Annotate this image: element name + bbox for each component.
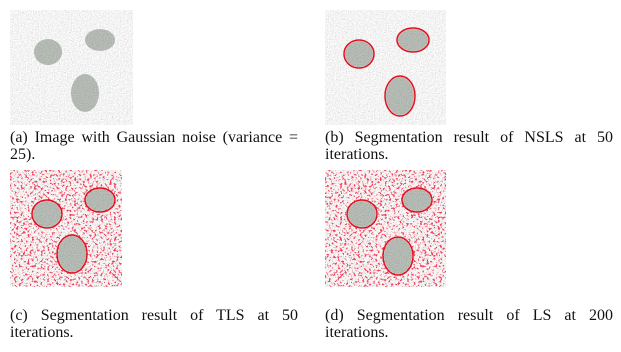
segmented-image xyxy=(325,10,446,125)
caption: (d) Segmentation result of LS at 200 ite… xyxy=(325,307,613,341)
figure: (a) Image with Gaussian noise (variance … xyxy=(0,0,621,352)
segmented-image xyxy=(10,170,122,287)
noisy-image xyxy=(10,10,133,125)
caption: (c) Segmentation result of TLS at 50 ite… xyxy=(10,307,298,341)
caption: (b) Segmentation result of NSLS at 50 it… xyxy=(325,129,613,163)
caption: (a) Image with Gaussian noise (variance … xyxy=(10,129,298,163)
segmented-image xyxy=(325,170,446,287)
